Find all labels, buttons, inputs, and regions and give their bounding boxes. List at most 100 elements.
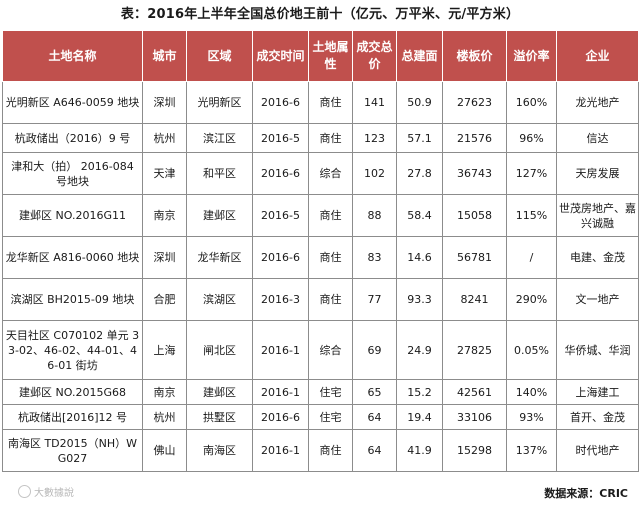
- table-cell: 141: [352, 81, 397, 124]
- table-cell: 南京: [142, 194, 187, 237]
- table-cell: 64: [352, 429, 397, 472]
- table-cell: 36743: [442, 152, 507, 195]
- watermark-logo-icon: [18, 485, 31, 498]
- table-cell: 杭政储出（2016）9 号: [2, 123, 143, 153]
- table-row: 杭政储出[2016]12 号杭州 拱墅区 2016-6 住宅 64 19.4 33106 93…: [2, 404, 639, 430]
- table-cell: 123: [352, 123, 397, 153]
- table-cell: 天目社区 C070102 单元 33-02、46-02、44-01、46-01 …: [2, 320, 143, 380]
- table-cell: 龙华新区: [186, 236, 253, 279]
- column-header: 企业: [556, 30, 639, 82]
- table-cell: 15.2: [396, 379, 443, 405]
- table-cell: 综合: [308, 152, 353, 195]
- table-cell: /: [506, 236, 557, 279]
- table-cell: 世茂房地产、嘉兴诚融: [556, 194, 639, 237]
- table-row: 龙华新区 A816-0060 地块 深圳 龙华新区 2016-6 商住 83 14.6 567…: [2, 236, 639, 279]
- table-cell: 电建、金茂: [556, 236, 639, 279]
- table-cell: 综合: [308, 320, 353, 380]
- table-cell: 住宅: [308, 379, 353, 405]
- land-king-table: 土地名称 城市 区域 成交时间 土地属性 成交总价 总建面 楼板价 溢价率 企业…: [2, 30, 639, 472]
- table-cell: 南京: [142, 379, 187, 405]
- table-cell: 建邺区 NO.2016G11: [2, 194, 143, 237]
- table-cell: 96%: [506, 123, 557, 153]
- table-cell: 和平区: [186, 152, 253, 195]
- column-header: 成交时间: [252, 30, 309, 82]
- table-cell: 光明新区 A646-0059 地块: [2, 81, 143, 124]
- column-header: 成交总价: [352, 30, 397, 82]
- table-cell: 杭州: [142, 123, 187, 153]
- table-cell: 天津: [142, 152, 187, 195]
- table-cell: 2016-6: [252, 236, 309, 279]
- column-header: 总建面: [396, 30, 443, 82]
- table-cell: 上海建工: [556, 379, 639, 405]
- table-cell: 56781: [442, 236, 507, 279]
- table-cell: 商住: [308, 278, 353, 321]
- data-source: 数据来源：CRIC: [544, 487, 628, 500]
- column-header: 城市: [142, 30, 187, 82]
- table-cell: 龙华新区 A816-0060 地块: [2, 236, 143, 279]
- table-row: 天目社区 C070102 单元 33-02、46-02、44-01、46-01 …: [2, 320, 639, 380]
- table-cell: 41.9: [396, 429, 443, 472]
- table-cell: 商住: [308, 123, 353, 153]
- footer: 大數據說 数据来源：CRIC: [0, 482, 640, 502]
- table-cell: 拱墅区: [186, 404, 253, 430]
- table-cell: 时代地产: [556, 429, 639, 472]
- table-cell: 50.9: [396, 81, 443, 124]
- table-cell: 商住: [308, 81, 353, 124]
- table-cell: 69: [352, 320, 397, 380]
- table-cell: 津和大（拍） 2016-084 号地块: [2, 152, 143, 195]
- table-cell: 南海区: [186, 429, 253, 472]
- table-cell: 42561: [442, 379, 507, 405]
- table-cell: 建邺区 NO.2015G68: [2, 379, 143, 405]
- table-cell: 光明新区: [186, 81, 253, 124]
- table-cell: 建邺区: [186, 194, 253, 237]
- column-header: 楼板价: [442, 30, 507, 82]
- table-cell: 首开、金茂: [556, 404, 639, 430]
- table-cell: 商住: [308, 429, 353, 472]
- table-cell: 商住: [308, 194, 353, 237]
- table-cell: 127%: [506, 152, 557, 195]
- table-cell: 深圳: [142, 236, 187, 279]
- table-cell: 深圳: [142, 81, 187, 124]
- table-cell: 88: [352, 194, 397, 237]
- table-cell: 57.1: [396, 123, 443, 153]
- table-cell: 93%: [506, 404, 557, 430]
- table-cell: 83: [352, 236, 397, 279]
- column-header: 溢价率: [506, 30, 557, 82]
- table-cell: 102: [352, 152, 397, 195]
- watermark-text: 大數據說: [34, 488, 74, 499]
- table-cell: 2016-1: [252, 320, 309, 380]
- table-cell: 滨湖区: [186, 278, 253, 321]
- table-cell: 2016-6: [252, 81, 309, 124]
- table-title: 表：2016年上半年全国总价地王前十（亿元、万平米、元/平方米）: [120, 7, 520, 22]
- table-cell: 住宅: [308, 404, 353, 430]
- table-cell: 2016-1: [252, 429, 309, 472]
- table-cell: 0.05%: [506, 320, 557, 380]
- table-cell: 滨江区: [186, 123, 253, 153]
- table-cell: 建邺区: [186, 379, 253, 405]
- table-cell: 杭政储出[2016]12 号: [2, 404, 143, 430]
- column-header: 土地属性: [308, 30, 353, 82]
- table-cell: 27825: [442, 320, 507, 380]
- table-cell: 2016-5: [252, 123, 309, 153]
- table-cell: 21576: [442, 123, 507, 153]
- table-row: 光明新区 A646-0059 地块 深圳 光明新区 2016-6 商住 141 50.9 27…: [2, 81, 639, 124]
- table-cell: 2016-3: [252, 278, 309, 321]
- table-cell: 2016-6: [252, 152, 309, 195]
- table-cell: 佛山: [142, 429, 187, 472]
- table-cell: 2016-5: [252, 194, 309, 237]
- table-cell: 2016-6: [252, 404, 309, 430]
- table-row: 滨湖区 BH2015-09 地块 合肥 滨湖区 2016-3 商住 77 93.3 8241 2…: [2, 278, 639, 321]
- table-cell: 33106: [442, 404, 507, 430]
- table-cell: 杭州: [142, 404, 187, 430]
- table-row: 建邺区 NO.2016G11 南京 建邺区 2016-5 商住 88 58.4 15058 11…: [2, 194, 639, 237]
- table-cell: 天房发展: [556, 152, 639, 195]
- table-cell: 龙光地产: [556, 81, 639, 124]
- table-cell: 合肥: [142, 278, 187, 321]
- table-cell: 64: [352, 404, 397, 430]
- table-cell: 93.3: [396, 278, 443, 321]
- table-cell: 19.4: [396, 404, 443, 430]
- table-row: 南海区 TD2015（NH）WG027 佛山 南海区 2016-1 商住 64 41.9 15…: [2, 429, 639, 472]
- table-cell: 290%: [506, 278, 557, 321]
- table-cell: 南海区 TD2015（NH）WG027: [2, 429, 143, 472]
- table-cell: 文一地产: [556, 278, 639, 321]
